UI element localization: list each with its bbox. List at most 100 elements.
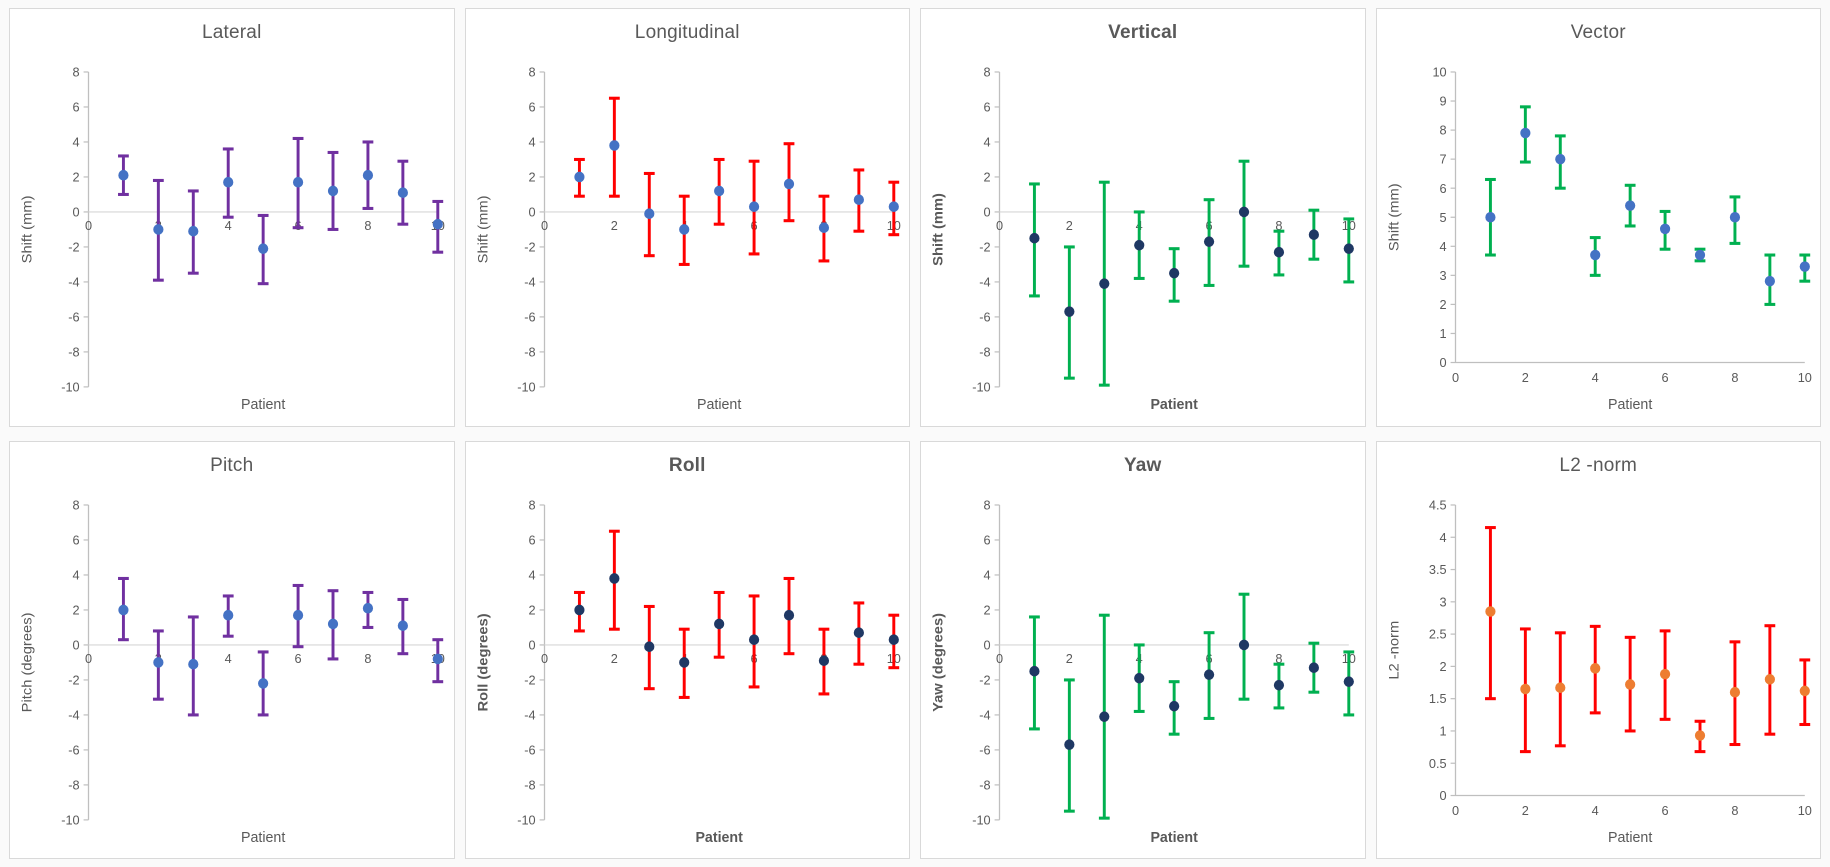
y-tick-label: -4: [979, 707, 990, 722]
y-tick-label: 2: [73, 169, 80, 184]
data-point: [853, 194, 864, 205]
x-tick-label: 8: [364, 218, 371, 233]
y-tick-label: 4: [528, 567, 535, 582]
data-point: [1729, 686, 1740, 697]
data-point: [397, 619, 408, 631]
error-bars: [118, 576, 444, 716]
data-point: [608, 572, 619, 584]
data-point: [1099, 710, 1110, 722]
y-tick-label: 4: [984, 134, 991, 149]
data-point: [1694, 729, 1705, 741]
data-point: [397, 187, 408, 198]
data-point: [1764, 275, 1775, 287]
data-point: [888, 633, 899, 645]
data-point: [1764, 673, 1775, 685]
data-point: [1099, 278, 1110, 289]
chart-panel-yaw: Yaw -10-8-6-4-2024680246810PatientYaw (d…: [920, 440, 1366, 859]
y-tick-label: 0: [1439, 355, 1446, 370]
y-tick-label: 8: [528, 64, 535, 79]
y-tick-label: -8: [68, 344, 79, 359]
y-tick-label: 6: [984, 532, 991, 547]
y-tick-label: -8: [979, 344, 990, 359]
data-point: [1624, 200, 1635, 211]
data-point: [713, 185, 724, 197]
lateral-chart-svg: -10-8-6-4-2024680246810PatientShift (mm): [20, 64, 445, 413]
y-axis-title: Shift (mm): [475, 196, 491, 264]
error-bars: [1484, 105, 1810, 306]
x-tick-label: 0: [540, 218, 547, 233]
y-axis: -10 -8 -6 -4 -2 0 2 4 6 8: [517, 64, 545, 395]
chart-title: Lateral: [202, 22, 262, 43]
y-tick-label: 2: [528, 169, 535, 184]
y-tick-label: -4: [979, 274, 990, 289]
data-point: [573, 604, 585, 615]
y-tick-label: 2: [1439, 658, 1446, 673]
data-point: [153, 656, 164, 668]
chart-title: Pitch: [210, 454, 254, 476]
y-axis-title: L2 -norm: [1386, 620, 1402, 679]
data-point: [223, 609, 234, 620]
data-point: [1694, 249, 1705, 261]
chart-panel-lateral: Lateral -10-8-6-4-2024680246810PatientSh…: [9, 8, 455, 427]
y-tick-label: 2: [1439, 297, 1446, 312]
x-tick-label: 8: [1275, 651, 1282, 666]
chart-title: Vertical: [1108, 22, 1178, 43]
data-point: [1799, 685, 1810, 696]
x-tick-label: 10: [1797, 802, 1811, 817]
x-tick-label: 2: [610, 651, 617, 666]
y-tick-label: 2: [984, 169, 991, 184]
y-tick-label: 0: [528, 637, 535, 652]
data-points: [118, 602, 443, 689]
x-tick-label: 2: [1521, 370, 1528, 385]
y-tick-label: 8: [984, 497, 991, 512]
data-point: [1273, 246, 1285, 258]
y-tick-label: 6: [73, 532, 80, 547]
y-tick-label: -4: [68, 707, 79, 722]
y-tick-label: 3: [1439, 594, 1446, 609]
y-tick-label: 8: [528, 497, 535, 512]
data-points: [1029, 206, 1354, 317]
error-bars: [118, 136, 444, 286]
chart-panel-roll: Roll -10-8-6-4-2024680246810PatientRoll …: [464, 440, 910, 859]
x-tick-label: 4: [1591, 802, 1598, 817]
data-point: [1134, 672, 1145, 683]
y-tick-label: 4: [73, 567, 80, 582]
data-point: [748, 633, 759, 645]
pitch-chart-svg: -10-8-6-4-2024680246810PatientPitch (deg…: [20, 497, 445, 846]
x-tick-label: 8: [1731, 802, 1738, 817]
data-point: [643, 640, 654, 652]
y-axis: 0 0.5 1 1.5 2 2.5 3 3.5 4 4.5: [1428, 497, 1456, 803]
data-point: [1799, 261, 1810, 272]
data-points: [1029, 639, 1354, 750]
x-tick-label: 8: [1731, 370, 1738, 385]
y-tick-label: 0: [1439, 787, 1446, 802]
y-tick-label: -4: [68, 274, 79, 289]
y-tick-label: -6: [524, 742, 535, 757]
data-point: [1064, 738, 1075, 750]
y-tick-label: 8: [984, 64, 991, 79]
data-point: [678, 656, 689, 668]
y-tick-label: -6: [524, 309, 535, 324]
x-axis-title: Patient: [1150, 830, 1198, 846]
x-tick-label: 4: [1591, 370, 1598, 385]
y-tick-label: -2: [979, 239, 990, 254]
x-tick-label: 0: [85, 218, 92, 233]
y-tick-label: 4: [1439, 529, 1446, 544]
chart-panel-pitch: Pitch -10-8-6-4-2024680246810PatientPitc…: [9, 440, 455, 859]
data-point: [292, 176, 304, 188]
chart-title: Longitudinal: [634, 22, 740, 43]
y-tick-label: 1.5: [1428, 691, 1446, 706]
y-tick-label: 2: [984, 602, 991, 617]
x-tick-label: 2: [1066, 218, 1073, 233]
data-point: [118, 604, 129, 615]
y-tick-label: -10: [972, 812, 990, 827]
y-tick-label: 3: [1439, 268, 1446, 283]
data-point: [1308, 661, 1319, 673]
y-tick-label: -2: [68, 672, 79, 687]
y-axis: -10 -8 -6 -4 -2 0 2 4 6 8: [61, 497, 90, 827]
y-tick-label: 2: [528, 602, 535, 617]
x-tick-label: 6: [1661, 802, 1668, 817]
